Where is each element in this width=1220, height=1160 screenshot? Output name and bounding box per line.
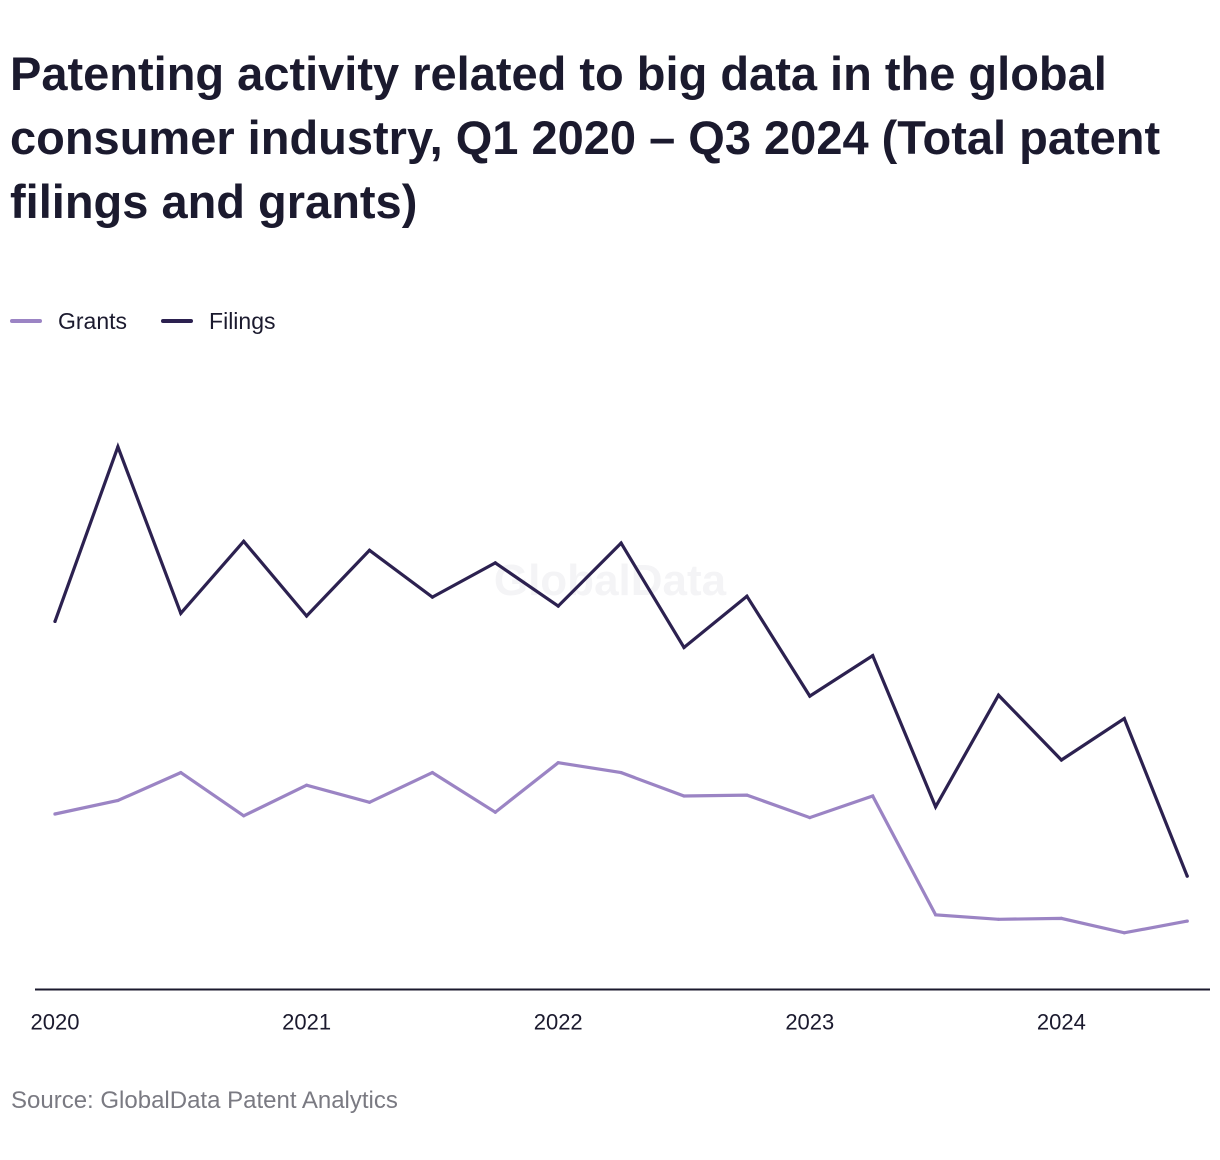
data-point-grants <box>934 913 938 917</box>
x-tick-label: 2020 <box>31 1010 80 1035</box>
data-point-grants <box>493 810 497 814</box>
data-point-grants <box>367 800 372 804</box>
data-point-grants <box>1122 931 1126 935</box>
data-point-filings <box>871 654 875 658</box>
x-tick-label: 2024 <box>1037 1010 1086 1035</box>
data-point-filings <box>1122 717 1126 721</box>
x-tick-label: 2023 <box>785 1010 834 1035</box>
data-point-filings <box>682 645 686 650</box>
data-point-filings <box>179 611 183 615</box>
data-point-filings <box>242 539 246 543</box>
data-point-filings <box>430 595 434 599</box>
data-point-grants <box>682 794 686 798</box>
data-point-grants <box>996 917 1001 921</box>
data-point-grants <box>1185 919 1189 923</box>
data-point-filings <box>367 548 372 552</box>
x-tick-label: 2021 <box>282 1010 331 1035</box>
data-point-filings <box>305 614 309 618</box>
data-point-grants <box>619 771 623 775</box>
data-point-grants <box>53 812 57 816</box>
data-point-filings <box>116 445 120 449</box>
data-point-grants <box>305 783 309 787</box>
data-point-filings <box>996 693 1001 697</box>
data-point-grants <box>116 798 120 803</box>
data-point-grants <box>556 761 560 765</box>
data-point-grants <box>745 793 749 797</box>
series-line-grants <box>53 761 1189 935</box>
data-point-grants <box>808 816 812 820</box>
legend-swatch-filings <box>161 319 194 323</box>
data-point-filings <box>619 541 623 545</box>
x-tick-label: 2022 <box>534 1010 583 1035</box>
data-point-grants <box>430 771 434 775</box>
legend-label-grants: Grants <box>58 307 128 334</box>
legend-item-filings: Filings <box>161 307 276 335</box>
data-point-filings <box>808 694 812 698</box>
legend-label-filings: Filings <box>209 307 276 334</box>
series-line-filings <box>53 442 1189 878</box>
data-point-filings <box>493 561 497 565</box>
line-chart: GlobalData 2020 2021 2022 2023 2024 <box>31 442 1210 1035</box>
data-point-grants <box>242 814 246 818</box>
data-point-grants <box>871 794 875 798</box>
legend-item-grants: Grants <box>10 308 127 335</box>
data-point-filings <box>934 805 938 809</box>
chart-title: Patenting activity related to big data i… <box>10 47 1161 228</box>
data-point-grants <box>1059 916 1063 921</box>
legend-swatch-grants <box>10 319 42 323</box>
data-point-filings <box>53 619 57 623</box>
data-point-grants <box>179 771 183 775</box>
watermark-text: GlobalData <box>494 556 727 605</box>
data-point-filings <box>1059 758 1063 762</box>
data-point-filings <box>556 604 560 608</box>
data-point-filings <box>1185 874 1189 878</box>
data-point-filings <box>745 594 749 598</box>
chart-legend: Grants Filings <box>10 306 310 336</box>
source-note: Source: GlobalData Patent Analytics <box>11 1087 398 1114</box>
